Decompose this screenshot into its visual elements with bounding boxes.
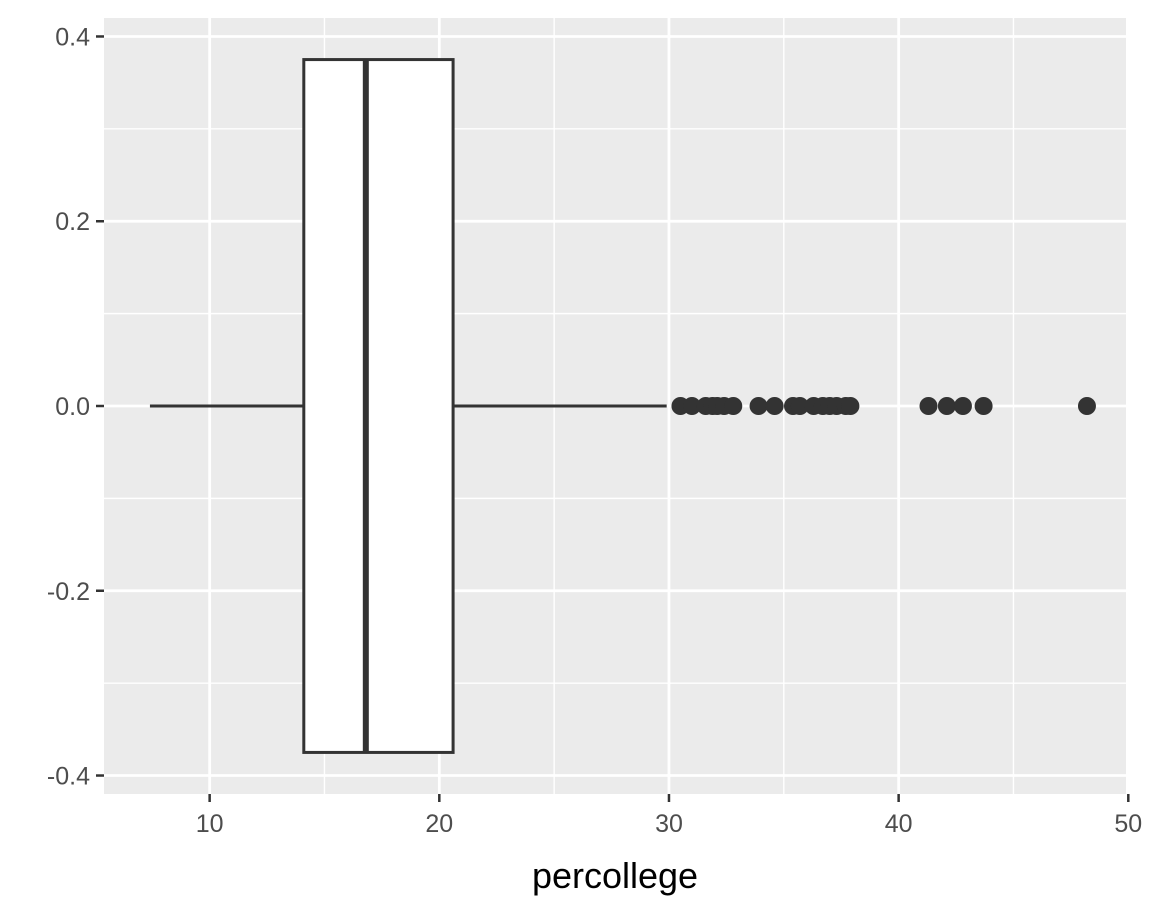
x-axis: 10 20 30 40 50 xyxy=(196,794,1142,838)
y-tick-label: 0.0 xyxy=(55,393,90,421)
outlier-point xyxy=(974,397,993,415)
y-tick-label: -0.2 xyxy=(47,578,90,606)
outlier-point xyxy=(919,397,938,415)
outlier-point xyxy=(749,397,768,415)
outlier-point xyxy=(841,397,860,415)
box-iqr xyxy=(302,58,455,754)
y-tick-label: 0.4 xyxy=(55,23,90,51)
outlier-point xyxy=(682,397,701,415)
x-tick-label: 20 xyxy=(425,810,453,838)
outlier-point xyxy=(765,397,784,415)
y-tick-label: -0.4 xyxy=(47,763,90,791)
outlier-point xyxy=(1077,397,1096,415)
outlier-points xyxy=(671,397,1096,415)
x-axis-title: percollege xyxy=(532,855,698,896)
x-tick-label: 30 xyxy=(655,810,683,838)
outlier-point xyxy=(937,397,956,415)
y-tick-label: 0.2 xyxy=(55,208,90,236)
outlier-point xyxy=(953,397,972,415)
y-axis: 0.4 0.2 0.0 -0.2 -0.4 xyxy=(47,23,104,791)
x-tick-label: 40 xyxy=(885,810,913,838)
boxplot-series xyxy=(149,58,667,754)
x-tick-label: 50 xyxy=(1114,810,1142,838)
outlier-point xyxy=(724,397,743,415)
x-tick-label: 10 xyxy=(196,810,224,838)
outlier-point xyxy=(790,397,809,415)
